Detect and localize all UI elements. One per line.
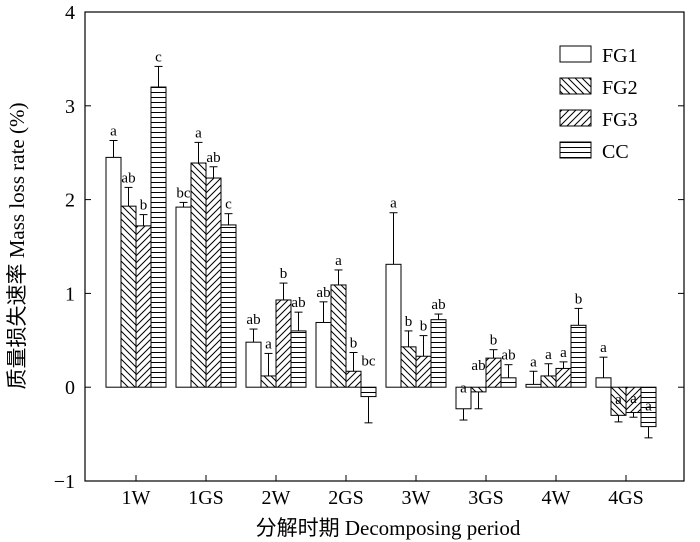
y-tick-label: 2 (65, 190, 75, 212)
significance-label: b (140, 198, 148, 214)
significance-label: a (265, 336, 272, 352)
bar-fg1-1w (105, 156, 122, 388)
x-axis-title: 分解时期 Decomposing period (256, 516, 521, 540)
bar-fg1-1gs (175, 206, 192, 388)
bar-fg2-3gs (470, 386, 487, 393)
x-tick-label: 2GS (328, 487, 364, 509)
bar-cc-3w (430, 319, 447, 388)
x-tick-label: 1GS (188, 487, 224, 509)
significance-label: a (630, 391, 637, 407)
significance-label: a (335, 253, 342, 269)
significance-label: a (390, 196, 397, 212)
significance-label: c (225, 197, 232, 213)
bar-fg1-3w (385, 263, 402, 388)
x-tick-label: 3GS (468, 487, 504, 509)
significance-label: ab (121, 170, 135, 186)
x-axis: 1W 1GS 2W 2GS 3W 3GS 4W 4GS (122, 475, 644, 509)
significance-label: bc (361, 353, 376, 369)
significance-label: a (530, 354, 537, 370)
legend-swatch-fg3 (559, 109, 592, 127)
significance-label: ab (471, 358, 485, 374)
significance-label: b (350, 335, 358, 351)
significance-label: ab (246, 312, 260, 328)
significance-label: ab (316, 285, 330, 301)
bar-fg3-3gs (485, 357, 502, 388)
legend-label-fg2: FG2 (602, 77, 638, 99)
significance-label: a (600, 340, 607, 356)
significance-label: a (615, 392, 622, 408)
plot-frame (84, 11, 685, 482)
significance-label: a (110, 124, 117, 140)
bar-fg2-1w (120, 205, 137, 388)
bar-fg2-2w (260, 375, 277, 388)
significance-label: a (645, 398, 652, 414)
significance-label: a (545, 347, 552, 363)
bar-fg1-2w (245, 341, 262, 388)
x-tick-label: 2W (262, 487, 291, 509)
bar-fg2-3w (400, 346, 417, 388)
bar-cc-4w (570, 324, 587, 388)
bar-fg1-2gs (315, 321, 332, 388)
significance-label: ab (291, 295, 305, 311)
significance-label: ab (431, 297, 445, 313)
significance-label: a (560, 345, 567, 361)
significance-label: b (420, 319, 428, 335)
significance-label: ab (206, 150, 220, 166)
bar-fg2-4w (540, 375, 557, 388)
significance-label: a (195, 125, 202, 141)
bar-fg3-1gs (205, 177, 222, 388)
legend-label-fg1: FG1 (602, 45, 638, 67)
significance-label: b (280, 266, 288, 282)
bar-cc-3gs (500, 377, 517, 388)
bar-fg2-2gs (330, 284, 347, 388)
x-tick-label: 3W (402, 487, 431, 509)
y-axis: −1 0 1 2 3 4 (54, 2, 684, 493)
bar-fg3-4w (555, 367, 572, 388)
bar-fg1-4gs (595, 377, 612, 388)
significance-label: bc (176, 185, 191, 201)
bar-cc-1w (150, 86, 167, 388)
significance-label: c (155, 49, 162, 65)
y-tick-label: 1 (65, 283, 75, 305)
legend-label-cc: CC (602, 141, 629, 163)
significance-label: b (405, 314, 413, 330)
y-tick-label: −1 (54, 471, 75, 493)
legend-swatch-fg2 (559, 77, 592, 95)
bar-cc-1gs (220, 224, 237, 388)
bar-fg2-1gs (190, 162, 207, 388)
significance-label: b (575, 291, 583, 307)
significance-label: b (490, 333, 498, 349)
bar-cc-2gs (360, 386, 377, 398)
legend-swatch-cc (559, 141, 592, 159)
bar-fg3-3w (415, 355, 432, 388)
bar-fg3-2w (275, 299, 292, 388)
y-tick-label: 0 (65, 377, 75, 399)
y-axis-title: 质量损失速率 Mass loss rate (%) (5, 103, 29, 390)
x-tick-label: 4W (542, 487, 571, 509)
y-tick-label: 3 (65, 96, 75, 118)
x-tick-label: 1W (122, 487, 151, 509)
y-tick-label: 4 (65, 2, 75, 24)
bar-cc-2w (290, 330, 307, 388)
bar-fg3-1w (135, 225, 152, 388)
legend-label-fg3: FG3 (602, 109, 638, 131)
error-bars (109, 65, 653, 439)
significance-label: ab (501, 348, 515, 364)
significance-label: a (460, 381, 467, 397)
bars (105, 86, 657, 428)
legend: FG1 FG2 FG3 CC (559, 45, 638, 163)
x-tick-label: 4GS (608, 487, 644, 509)
bar-fg3-2gs (345, 370, 362, 388)
bar-fg1-4w (525, 383, 542, 388)
legend-swatch-fg1 (559, 45, 592, 63)
